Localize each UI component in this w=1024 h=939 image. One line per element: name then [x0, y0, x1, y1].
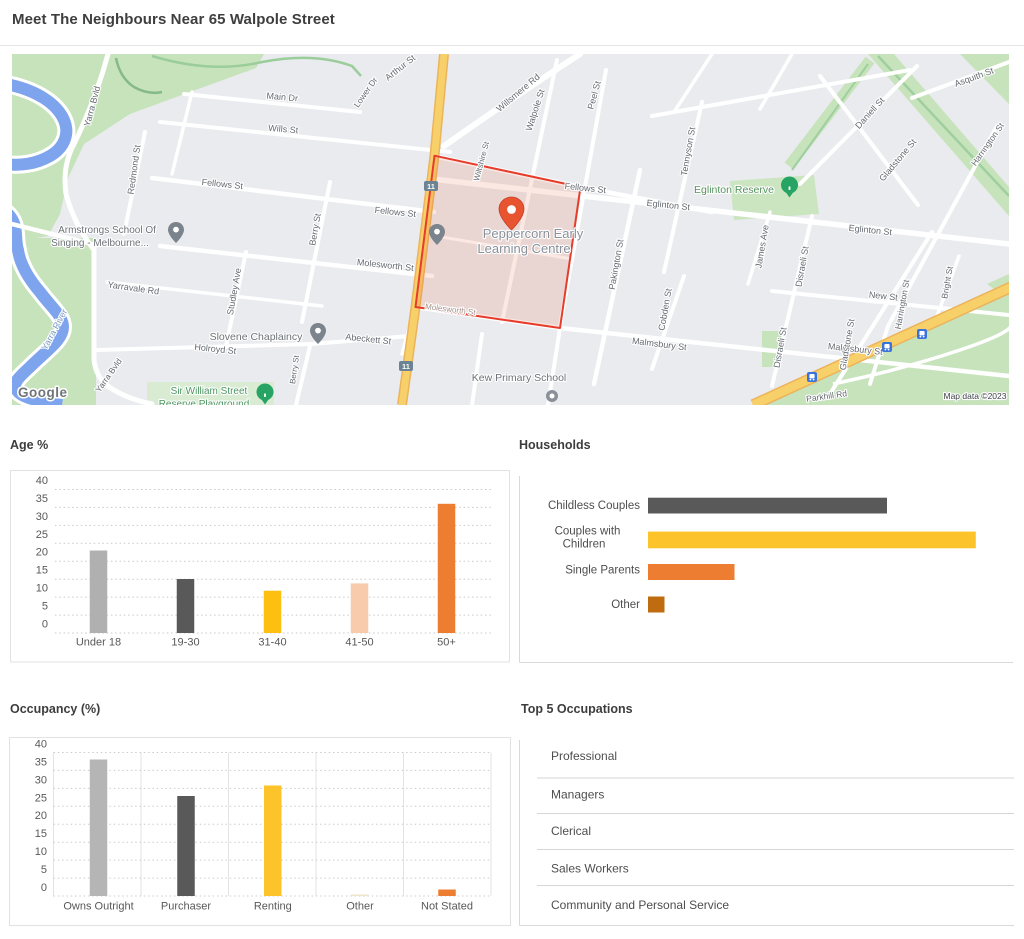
svg-text:40: 40	[36, 475, 48, 487]
svg-text:5: 5	[41, 864, 47, 876]
svg-text:Reserve Playground: Reserve Playground	[159, 399, 250, 405]
svg-text:Managers: Managers	[551, 788, 604, 802]
svg-text:Sales Workers: Sales Workers	[551, 862, 629, 876]
svg-text:Community and Personal Service: Community and Personal Service	[551, 898, 729, 912]
svg-text:15: 15	[36, 565, 48, 577]
svg-text:25: 25	[35, 792, 47, 804]
svg-text:Couples with: Couples with	[555, 526, 621, 538]
svg-text:Owns Outright: Owns Outright	[63, 901, 133, 913]
svg-text:30: 30	[36, 511, 48, 523]
svg-text:Renting: Renting	[254, 901, 292, 913]
svg-text:Kew Primary School: Kew Primary School	[472, 372, 567, 384]
svg-text:0: 0	[42, 619, 48, 631]
svg-text:Wills St: Wills St	[268, 123, 299, 136]
svg-text:35: 35	[36, 493, 48, 505]
svg-text:Peppercorn Early: Peppercorn Early	[483, 226, 584, 241]
svg-text:Under 18: Under 18	[76, 637, 121, 649]
svg-text:Other: Other	[346, 901, 374, 913]
svg-text:35: 35	[35, 756, 47, 768]
svg-text:10: 10	[35, 846, 47, 858]
svg-text:Children: Children	[563, 539, 606, 551]
svg-text:Google: Google	[18, 385, 68, 400]
svg-text:Singing - Melbourne...: Singing - Melbourne...	[51, 238, 149, 249]
svg-text:0: 0	[41, 882, 47, 894]
svg-text:Eglinton Reserve: Eglinton Reserve	[694, 184, 774, 196]
svg-text:11: 11	[402, 362, 410, 371]
svg-text:Single Parents: Single Parents	[565, 565, 640, 577]
svg-text:25: 25	[36, 529, 48, 541]
svg-text:20: 20	[35, 810, 47, 822]
svg-text:50+: 50+	[437, 637, 456, 649]
svg-text:5: 5	[42, 601, 48, 613]
svg-text:Purchaser: Purchaser	[161, 901, 211, 913]
svg-text:19-30: 19-30	[171, 637, 199, 649]
svg-text:New St: New St	[868, 290, 898, 303]
svg-text:Slovene Chaplaincy: Slovene Chaplaincy	[210, 331, 304, 343]
svg-text:41-50: 41-50	[345, 637, 373, 649]
svg-text:15: 15	[35, 828, 47, 840]
svg-text:Clerical: Clerical	[551, 824, 591, 838]
svg-text:Sir William Street: Sir William Street	[171, 386, 248, 397]
svg-text:Not Stated: Not Stated	[421, 901, 473, 913]
svg-text:30: 30	[35, 774, 47, 786]
svg-text:10: 10	[36, 583, 48, 595]
svg-text:Armstrongs School Of: Armstrongs School Of	[58, 225, 156, 236]
svg-text:Other: Other	[611, 599, 640, 611]
svg-text:Main Dr: Main Dr	[266, 91, 298, 104]
svg-text:31-40: 31-40	[258, 637, 286, 649]
svg-text:Professional: Professional	[551, 749, 617, 763]
svg-text:Map data ©2023: Map data ©2023	[944, 391, 1007, 401]
svg-text:11: 11	[427, 182, 435, 191]
svg-text:20: 20	[36, 547, 48, 559]
svg-text:40: 40	[35, 739, 47, 751]
svg-text:Fellows St: Fellows St	[374, 205, 417, 219]
svg-text:Childless Couples: Childless Couples	[548, 500, 640, 512]
svg-text:Learning Centre: Learning Centre	[477, 241, 570, 256]
